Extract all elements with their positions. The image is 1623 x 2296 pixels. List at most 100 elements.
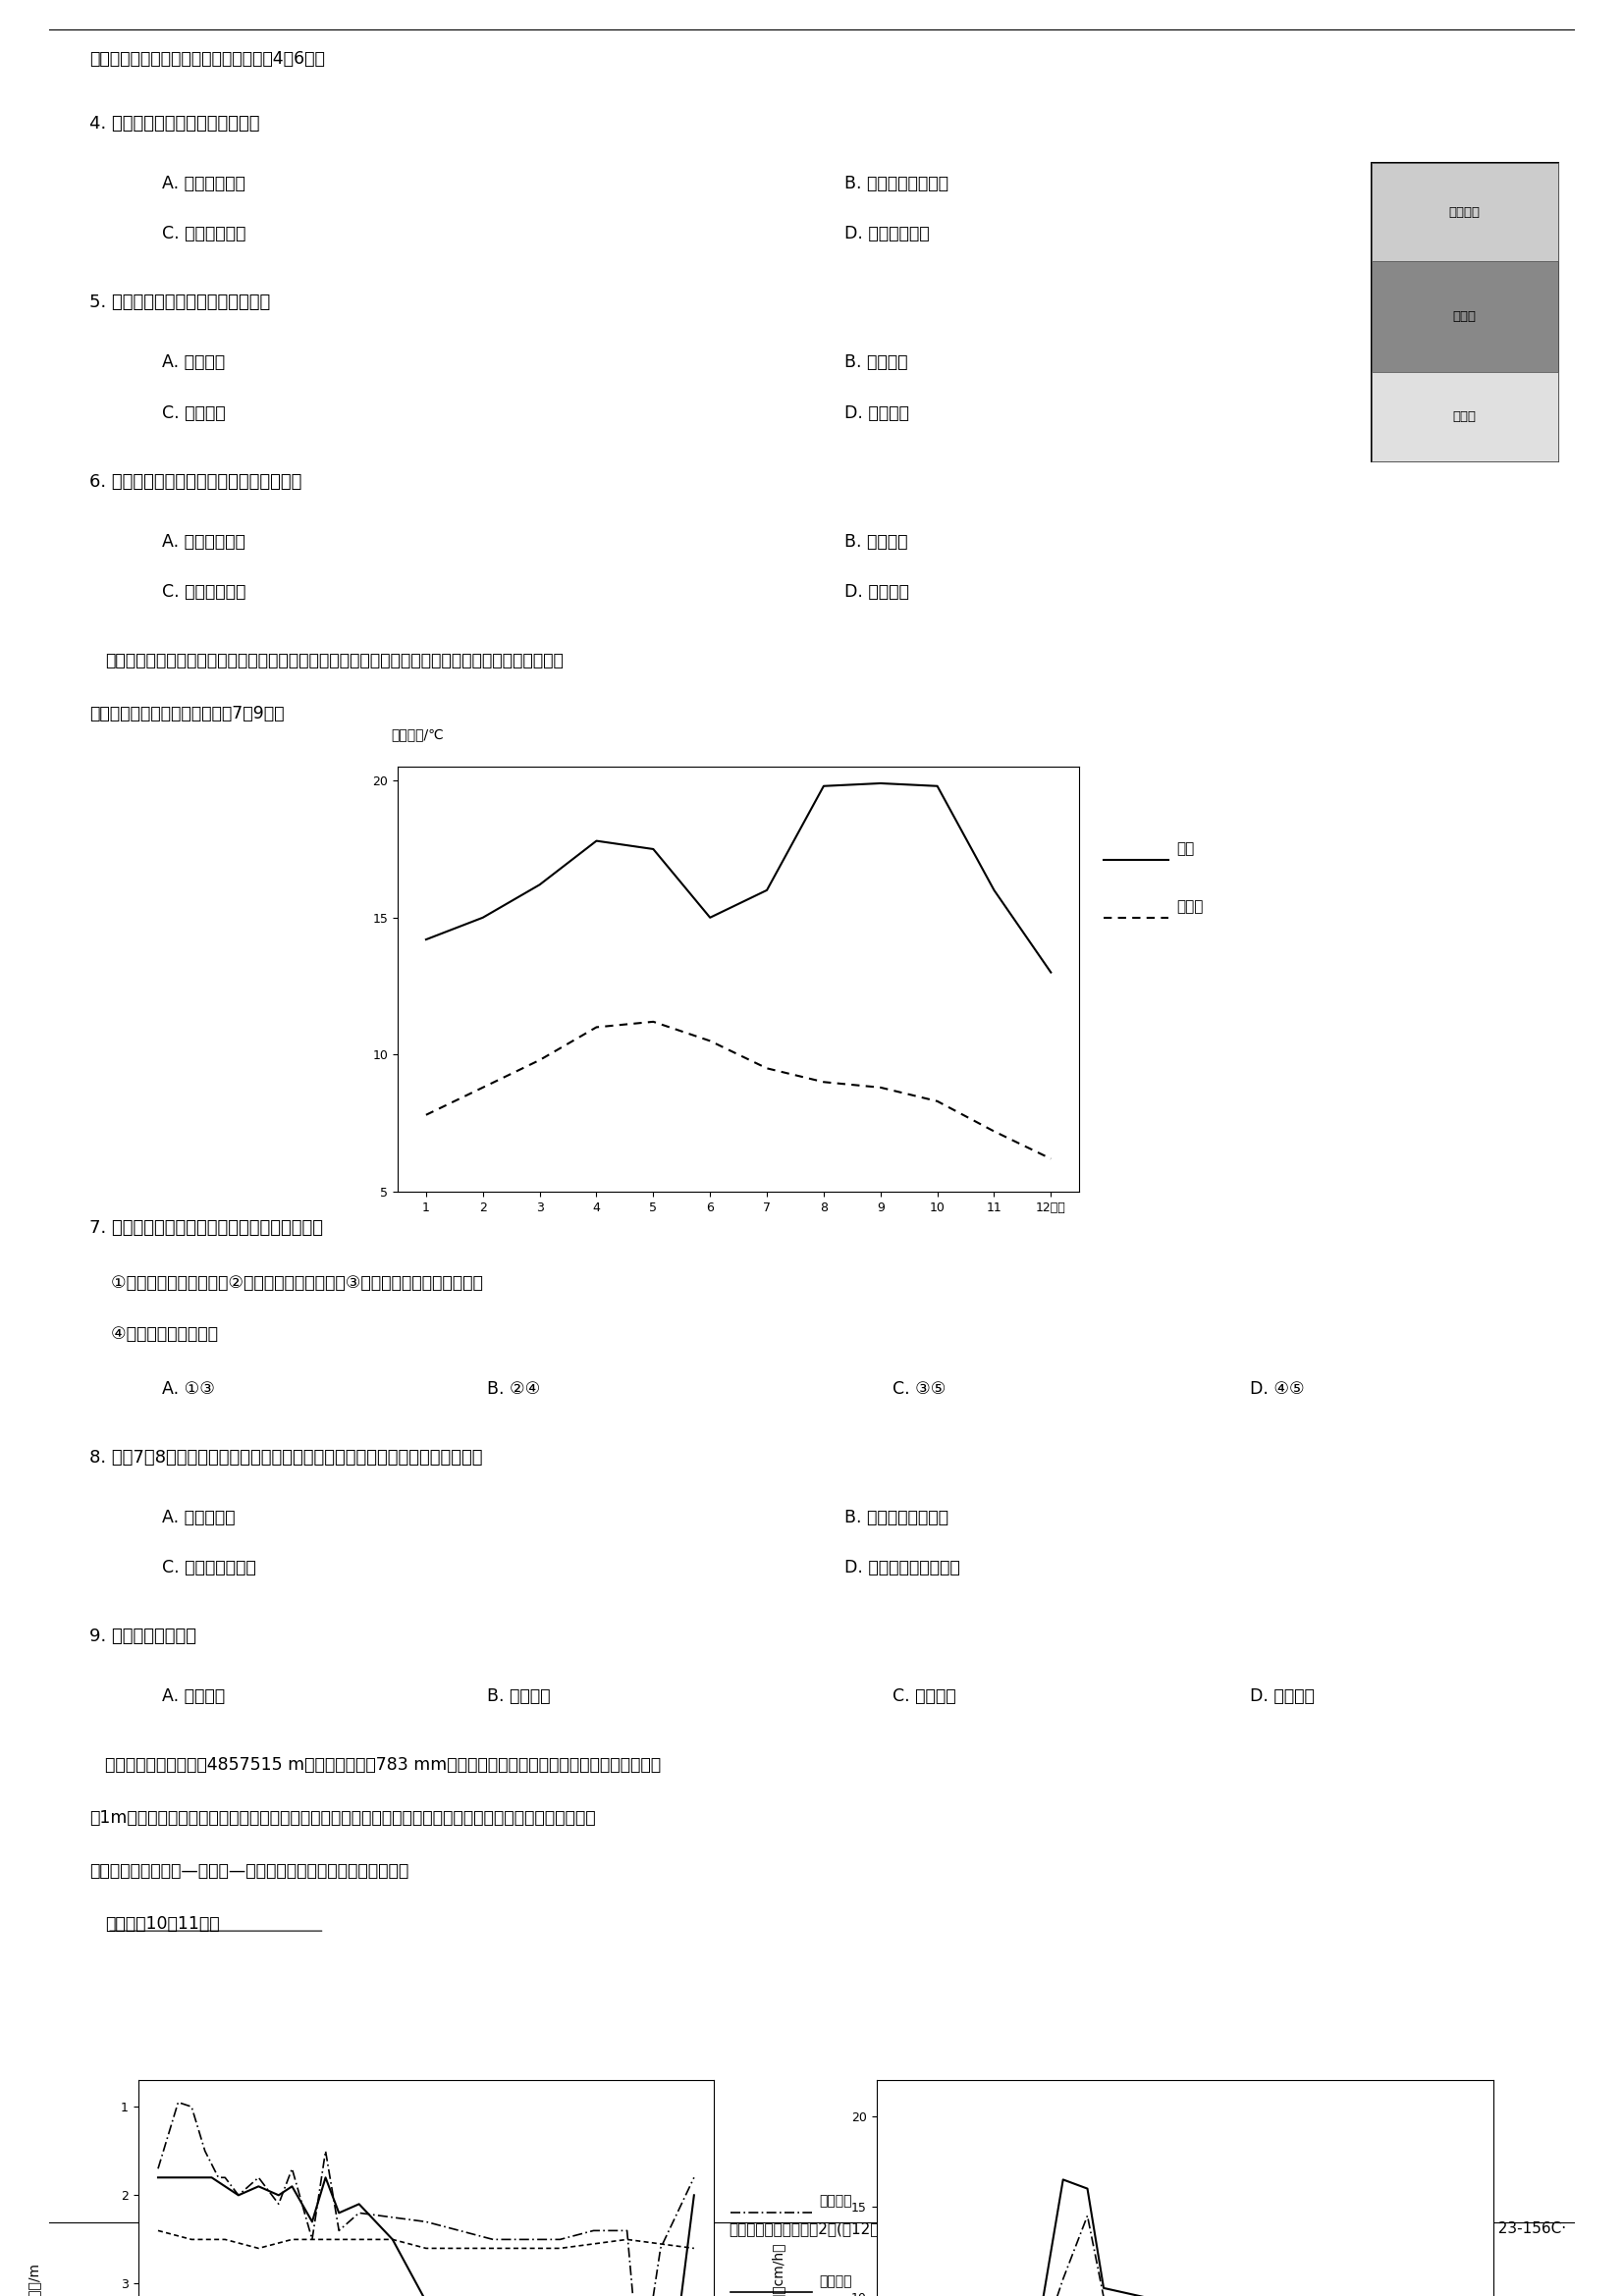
Text: 山坡中部: 山坡中部 <box>820 2275 852 2287</box>
Text: ①对太阳辐射吸收的差异②对太阳辐射反射的差异③对地面短波辐射吸收的差异: ①对太阳辐射吸收的差异②对太阳辐射反射的差异③对地面短波辐射吸收的差异 <box>89 1274 484 1293</box>
Text: 在1m左右。下列图示意该山坡不同坡位地下水埋深的季节变化，右图示意该山坡不同坡位山毛樿树干液流（水: 在1m左右。下列图示意该山坡不同坡位地下水埋深的季节变化，右图示意该山坡不同坡位… <box>89 1809 596 1828</box>
Text: 底土层: 底土层 <box>1453 411 1477 422</box>
Text: C. ③⑤: C. ③⑤ <box>893 1380 946 1398</box>
山坡高处 <box>269 2190 289 2218</box>
山坡中部 <box>383 2225 403 2252</box>
山坡高处 <box>651 2234 670 2262</box>
Text: 9. 推测该地位于我国: 9. 推测该地位于我国 <box>89 1628 196 1646</box>
山坡高处 <box>685 2163 704 2190</box>
Line: 山坡中部: 山坡中部 <box>157 2177 695 2296</box>
Text: 据此完成10～11题。: 据此完成10～11题。 <box>105 1915 221 1933</box>
山脚 <box>550 2234 570 2262</box>
山坡高处 <box>195 2138 214 2165</box>
山坡高处 <box>229 2181 248 2209</box>
Text: A. 白昼时间短: A. 白昼时间短 <box>162 1508 235 1527</box>
山脚 <box>415 2234 435 2262</box>
山坡高处 <box>484 2225 503 2252</box>
Text: 树干液流强度（cm/h）: 树干液流强度（cm/h） <box>771 2243 784 2296</box>
山坡中部 <box>282 2172 302 2200</box>
山脚 <box>216 2225 235 2252</box>
Text: 5. 对土盘自然下沉起到关键作用的是: 5. 对土盘自然下沉起到关键作用的是 <box>89 294 269 312</box>
Text: 分在植物体内由根系—木质部—叶片的输送过程）强度的季节变化。: 分在植物体内由根系—木质部—叶片的输送过程）强度的季节变化。 <box>89 1862 409 1880</box>
Text: A. 促进肥料腐熟: A. 促进肥料腐熟 <box>162 174 245 193</box>
山坡中部 <box>248 2172 268 2200</box>
山脚 <box>617 2225 636 2252</box>
Text: C. 西南地区: C. 西南地区 <box>893 1688 956 1706</box>
Text: ④放出长波辄射的差异: ④放出长波辄射的差异 <box>89 1325 217 1343</box>
Text: D. 下垄面性质发生变化: D. 下垄面性质发生变化 <box>844 1559 959 1577</box>
山坡中部 <box>329 2200 349 2227</box>
山坡高处 <box>182 2094 201 2122</box>
Text: · 23-156C·: · 23-156C· <box>1488 2223 1566 2236</box>
山坡中部 <box>349 2190 368 2218</box>
山脚 <box>316 2225 336 2252</box>
Text: B. 铺设地膜: B. 铺设地膜 <box>844 533 907 551</box>
山坡中部 <box>302 2209 321 2236</box>
山坡高处 <box>169 2089 188 2117</box>
Text: D. 温差风化: D. 温差风化 <box>844 404 909 422</box>
Text: B. 大气中水汽含量大: B. 大气中水汽含量大 <box>844 1508 948 1527</box>
山坡高处 <box>349 2200 368 2227</box>
山坡高处 <box>329 2218 349 2245</box>
Text: D. 覆盖草秵: D. 覆盖草秵 <box>844 583 909 602</box>
山坡中部 <box>201 2163 221 2190</box>
山坡高处 <box>216 2163 235 2190</box>
山坡高处 <box>302 2225 321 2252</box>
山坡中部 <box>148 2163 167 2190</box>
山脚 <box>282 2225 302 2252</box>
Bar <box>1371 163 1558 461</box>
山脚 <box>182 2225 201 2252</box>
Text: A. ①③: A. ①③ <box>162 1380 216 1398</box>
山坡高处 <box>282 2156 302 2183</box>
山脚 <box>349 2225 368 2252</box>
Line: 山脚: 山脚 <box>157 2232 695 2248</box>
Text: 4. 在定植穴覆盖土盘，主要是为了: 4. 在定植穴覆盖土盘，主要是为了 <box>89 115 260 133</box>
Text: D. ④⑤: D. ④⑤ <box>1250 1380 1305 1398</box>
山坡高处 <box>415 2209 435 2236</box>
Text: B. 地壳运动: B. 地壳运动 <box>844 354 907 372</box>
山脚 <box>685 2234 704 2262</box>
Text: A. 华南地区: A. 华南地区 <box>162 1688 226 1706</box>
山坡中部 <box>162 2163 182 2190</box>
山脚 <box>148 2218 167 2245</box>
Line: 山坡高处: 山坡高处 <box>157 2103 695 2296</box>
Text: C. 降水入渗: C. 降水入渗 <box>162 404 226 422</box>
Text: D. 华北地区: D. 华北地区 <box>1250 1688 1315 1706</box>
山脚 <box>484 2234 503 2262</box>
山坡中部 <box>182 2163 201 2190</box>
Bar <box>1371 372 1558 461</box>
Bar <box>1371 163 1558 262</box>
山坡中部 <box>316 2163 336 2190</box>
Bar <box>1371 262 1558 372</box>
山脚 <box>383 2225 403 2252</box>
Text: 的水汽含量密切相关。据此完成7～9题。: 的水汽含量密切相关。据此完成7～9题。 <box>89 705 284 723</box>
Text: 6. 幼苗阶段的遥阴、保湿最宜采用的方式为: 6. 幼苗阶段的遥阴、保湿最宜采用的方式为 <box>89 473 302 491</box>
Text: 肥料层: 肥料层 <box>1453 310 1477 324</box>
山坡高处 <box>248 2163 268 2190</box>
Text: B. ②④: B. ②④ <box>487 1380 540 1398</box>
Text: 多云天: 多云天 <box>1177 898 1204 914</box>
山坡高处 <box>148 2156 167 2183</box>
山坡中部 <box>415 2287 435 2296</box>
山脚 <box>248 2234 268 2262</box>
山坡高处 <box>316 2138 336 2165</box>
Text: 卤森堡某低缓山坡海扙4857515 m，年平均降水量783 mm，植被以山毛樿和橡木为主，成林根系平均深度: 卤森堡某低缓山坡海扙4857515 m，年平均降水量783 mm，植被以山毛樿和… <box>105 1756 661 1775</box>
山坡高处 <box>584 2218 604 2245</box>
山坡高处 <box>617 2218 636 2245</box>
山坡高处 <box>550 2225 570 2252</box>
Text: B. 保持表层土壤塃情: B. 保持表层土壤塃情 <box>844 174 948 193</box>
山坡中部 <box>269 2181 289 2209</box>
Text: 7. 晴天和多云天昼夜温差不同，主要取决于大气: 7. 晴天和多云天昼夜温差不同，主要取决于大气 <box>89 1219 323 1238</box>
Text: A. 营建温室大棚: A. 营建温室大棚 <box>162 533 245 551</box>
Text: 地下水埋深/m: 地下水埋深/m <box>28 2264 41 2296</box>
Text: 下图示意我国某地晴天和多云天昼夜温差的年变化。同一个月份晴天和多云天昼夜温差的差距与大气中: 下图示意我国某地晴天和多云天昼夜温差的年变化。同一个月份晴天和多云天昼夜温差的差… <box>105 652 563 670</box>
Text: C. 间作高秵作物: C. 间作高秵作物 <box>162 583 247 602</box>
Text: A. 流水侵蚀: A. 流水侵蚀 <box>162 354 226 372</box>
Text: C. 抑制杂草生长: C. 抑制杂草生长 <box>162 225 247 243</box>
Text: 幼苗阶段需要注意遥阴、保湿。据此完成4～6题。: 幼苗阶段需要注意遥阴、保湿。据此完成4～6题。 <box>89 51 325 69</box>
Text: 【高三文科综合　　第2页(共12页)】: 【高三文科综合 第2页(共12页)】 <box>729 2223 894 2236</box>
Text: 晴天: 晴天 <box>1177 840 1195 856</box>
山坡中部 <box>685 2181 704 2209</box>
Text: 腔盘土盘: 腔盘土盘 <box>1449 207 1480 218</box>
Text: D. 降低土层厚度: D. 降低土层厚度 <box>844 225 928 243</box>
